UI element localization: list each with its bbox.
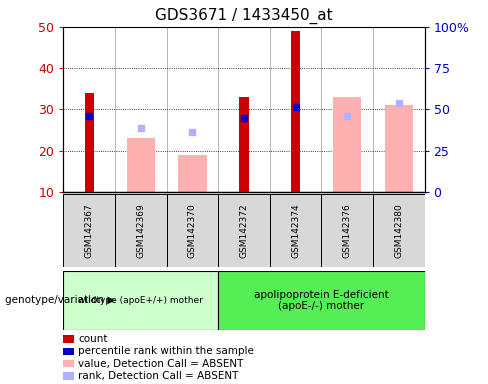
- Bar: [218, 271, 425, 330]
- Bar: [115, 194, 166, 267]
- Bar: [127, 138, 155, 192]
- Bar: [63, 194, 115, 267]
- Text: wildtype (apoE+/+) mother: wildtype (apoE+/+) mother: [79, 296, 203, 305]
- Text: GSM142367: GSM142367: [85, 203, 94, 258]
- Text: count: count: [78, 334, 107, 344]
- Text: GSM142380: GSM142380: [394, 203, 403, 258]
- Bar: [63, 271, 218, 330]
- Bar: [218, 194, 270, 267]
- Text: rank, Detection Call = ABSENT: rank, Detection Call = ABSENT: [78, 371, 239, 381]
- Bar: [322, 194, 373, 267]
- Bar: [291, 31, 300, 192]
- Text: value, Detection Call = ABSENT: value, Detection Call = ABSENT: [78, 359, 244, 369]
- Text: genotype/variation ▶: genotype/variation ▶: [5, 295, 115, 306]
- Bar: [239, 97, 249, 192]
- Text: GSM142372: GSM142372: [240, 203, 248, 258]
- Bar: [166, 194, 218, 267]
- Bar: [178, 155, 206, 192]
- Text: apolipoprotein E-deficient
(apoE-/-) mother: apolipoprotein E-deficient (apoE-/-) mot…: [254, 290, 389, 311]
- Text: GSM142376: GSM142376: [343, 203, 352, 258]
- Text: GSM142369: GSM142369: [136, 203, 145, 258]
- Bar: [84, 93, 94, 192]
- Bar: [373, 194, 425, 267]
- Bar: [333, 97, 362, 192]
- Text: GSM142370: GSM142370: [188, 203, 197, 258]
- Bar: [270, 194, 322, 267]
- Text: percentile rank within the sample: percentile rank within the sample: [78, 346, 254, 356]
- Title: GDS3671 / 1433450_at: GDS3671 / 1433450_at: [155, 8, 333, 24]
- Bar: [385, 105, 413, 192]
- Text: GSM142374: GSM142374: [291, 203, 300, 258]
